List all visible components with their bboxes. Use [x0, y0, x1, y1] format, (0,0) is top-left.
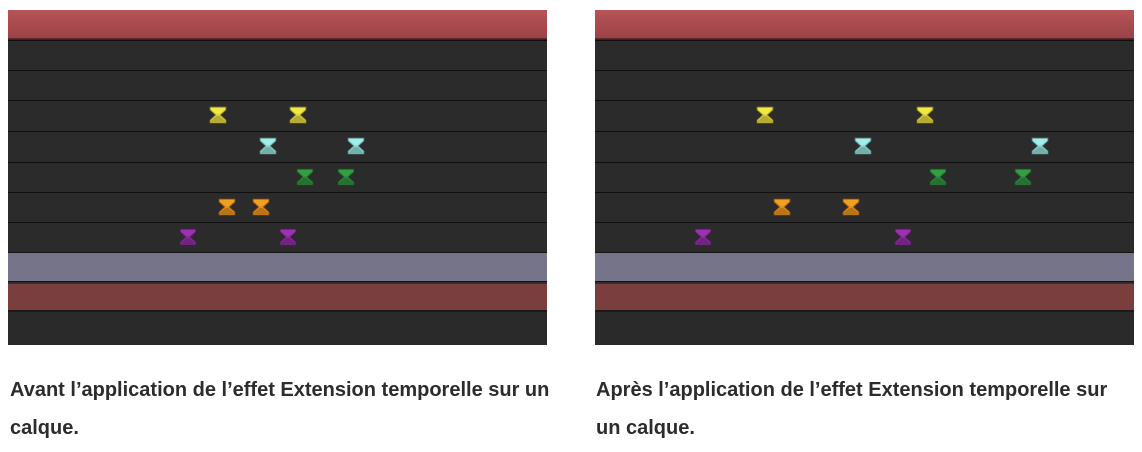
yellow-keyframe-icon[interactable] [209, 106, 227, 124]
orange-keyframe-icon[interactable] [252, 198, 270, 216]
green-keyframe-icon[interactable] [296, 168, 314, 186]
purple-keyframe-icon[interactable] [894, 228, 912, 246]
timeline-track-row [595, 222, 1134, 252]
timeline-track-row [595, 70, 1134, 100]
layer-bar[interactable] [8, 283, 547, 312]
green-keyframe-icon[interactable] [337, 168, 355, 186]
orange-keyframe-icon[interactable] [218, 198, 236, 216]
layer-bar[interactable] [595, 283, 1134, 312]
timeline-track-row [8, 222, 547, 252]
green-keyframe-icon[interactable] [929, 168, 947, 186]
purple-keyframe-icon[interactable] [694, 228, 712, 246]
layer-duration-bar[interactable] [8, 252, 547, 282]
caption-after: Après l’application de l’effet Extension… [596, 379, 1108, 439]
cyan-keyframe-icon[interactable] [854, 137, 872, 155]
timeline-track-row [8, 100, 547, 130]
timeline-track-row [595, 162, 1134, 192]
yellow-keyframe-icon[interactable] [916, 106, 934, 124]
green-keyframe-icon[interactable] [1014, 168, 1032, 186]
timeline-empty-row [595, 314, 1134, 344]
caption-before: Avant l’application de l’effet Extension… [10, 379, 550, 439]
timeline-track-row [595, 40, 1134, 70]
layer-header-bar [8, 10, 547, 39]
timeline-empty-row [8, 314, 547, 344]
layer-duration-bar[interactable] [595, 252, 1134, 282]
timeline-panel-after [595, 10, 1134, 345]
timeline-track-row [595, 100, 1134, 130]
layer-header-bar [595, 10, 1134, 39]
cyan-keyframe-icon[interactable] [1031, 137, 1049, 155]
yellow-keyframe-icon[interactable] [756, 106, 774, 124]
timeline-track-row [8, 162, 547, 192]
orange-keyframe-icon[interactable] [773, 198, 791, 216]
cyan-keyframe-icon[interactable] [259, 137, 277, 155]
timeline-track-row [8, 70, 547, 100]
yellow-keyframe-icon[interactable] [289, 106, 307, 124]
purple-keyframe-icon[interactable] [179, 228, 197, 246]
timeline-track-row [8, 40, 547, 70]
timeline-panel-before [8, 10, 547, 345]
cyan-keyframe-icon[interactable] [347, 137, 365, 155]
purple-keyframe-icon[interactable] [279, 228, 297, 246]
timeline-track-row [8, 131, 547, 161]
orange-keyframe-icon[interactable] [842, 198, 860, 216]
timeline-track-row [595, 192, 1134, 222]
timeline-track-row [8, 192, 547, 222]
